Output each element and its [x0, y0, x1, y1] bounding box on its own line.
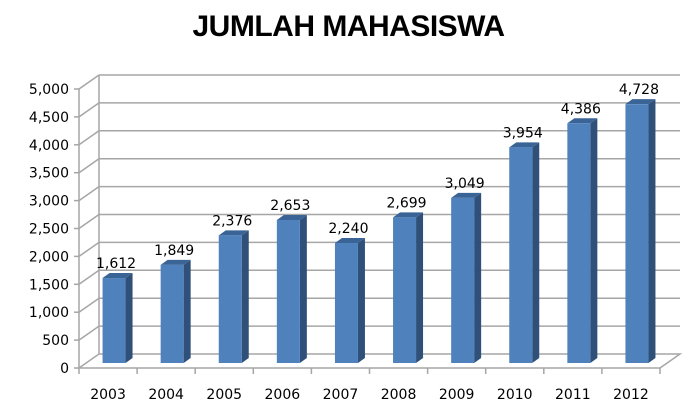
y-tick-label: 500 [42, 333, 69, 349]
x-tick-label: 2003 [90, 387, 126, 403]
data-label: 2,653 [270, 198, 310, 214]
bar-2007 [334, 238, 365, 363]
y-tick-label: 1,000 [29, 305, 69, 321]
data-label: 2,240 [328, 221, 368, 237]
y-tick-label: 5,000 [29, 82, 69, 98]
labels: 0 500 1,000 1,500 2,000 2,500 3,000 3,500 4,000 4… [29, 82, 659, 403]
bars [102, 99, 656, 363]
bar-2006 [276, 214, 307, 363]
bar-2011 [567, 118, 598, 363]
gridline-side [78, 158, 100, 174]
x-tick-label: 2010 [497, 387, 533, 403]
bar-2010 [509, 142, 540, 363]
data-label: 4,728 [619, 82, 659, 98]
data-label: 1,849 [154, 243, 194, 259]
bar-2003 [102, 273, 133, 363]
x-tick-label: 2007 [323, 387, 359, 403]
gridline-side [78, 297, 100, 313]
y-tick-label: 4,500 [29, 110, 69, 126]
x-tick-label: 2008 [381, 387, 417, 403]
gridline-side [78, 102, 100, 118]
y-tick-label: 2,000 [29, 249, 69, 265]
data-label: 2,699 [387, 195, 427, 211]
data-label: 3,049 [445, 176, 485, 192]
x-tick-label: 2005 [206, 387, 242, 403]
x-tick-label: 2006 [265, 387, 301, 403]
y-tick-label: 3,000 [29, 194, 69, 210]
data-label: 4,386 [561, 101, 601, 117]
bar-2009 [451, 192, 482, 363]
gridline-side [78, 130, 100, 146]
data-label: 3,954 [503, 125, 543, 141]
gridline-side [78, 185, 100, 202]
x-tick-label: 2011 [555, 387, 591, 403]
y-tick-label: 1,500 [29, 277, 69, 293]
gridline-side [78, 241, 100, 258]
y-tick-label: 2,500 [29, 222, 69, 238]
data-label: 1,612 [96, 256, 136, 272]
data-label: 2,376 [212, 213, 252, 229]
bar-2012 [625, 99, 656, 363]
x-tick-label: 2004 [148, 387, 184, 403]
x-tick-label: 2009 [439, 387, 475, 403]
gridline-side [78, 74, 100, 90]
y-tick-label: 0 [60, 361, 69, 377]
bar-2004 [160, 259, 191, 363]
y-tick-label: 3,500 [29, 166, 69, 182]
chart-floor [76, 353, 683, 369]
gridline-side [78, 269, 100, 285]
bar-2005 [218, 230, 249, 363]
y-tick-label: 4,000 [29, 138, 69, 154]
bar-2008 [393, 212, 424, 363]
gridline-side [78, 325, 100, 341]
axes [74, 75, 683, 374]
chart-title: JUMLAH MAHASISWA [192, 10, 506, 43]
gridline-side [78, 213, 100, 230]
x-tick-label: 2012 [613, 387, 649, 403]
